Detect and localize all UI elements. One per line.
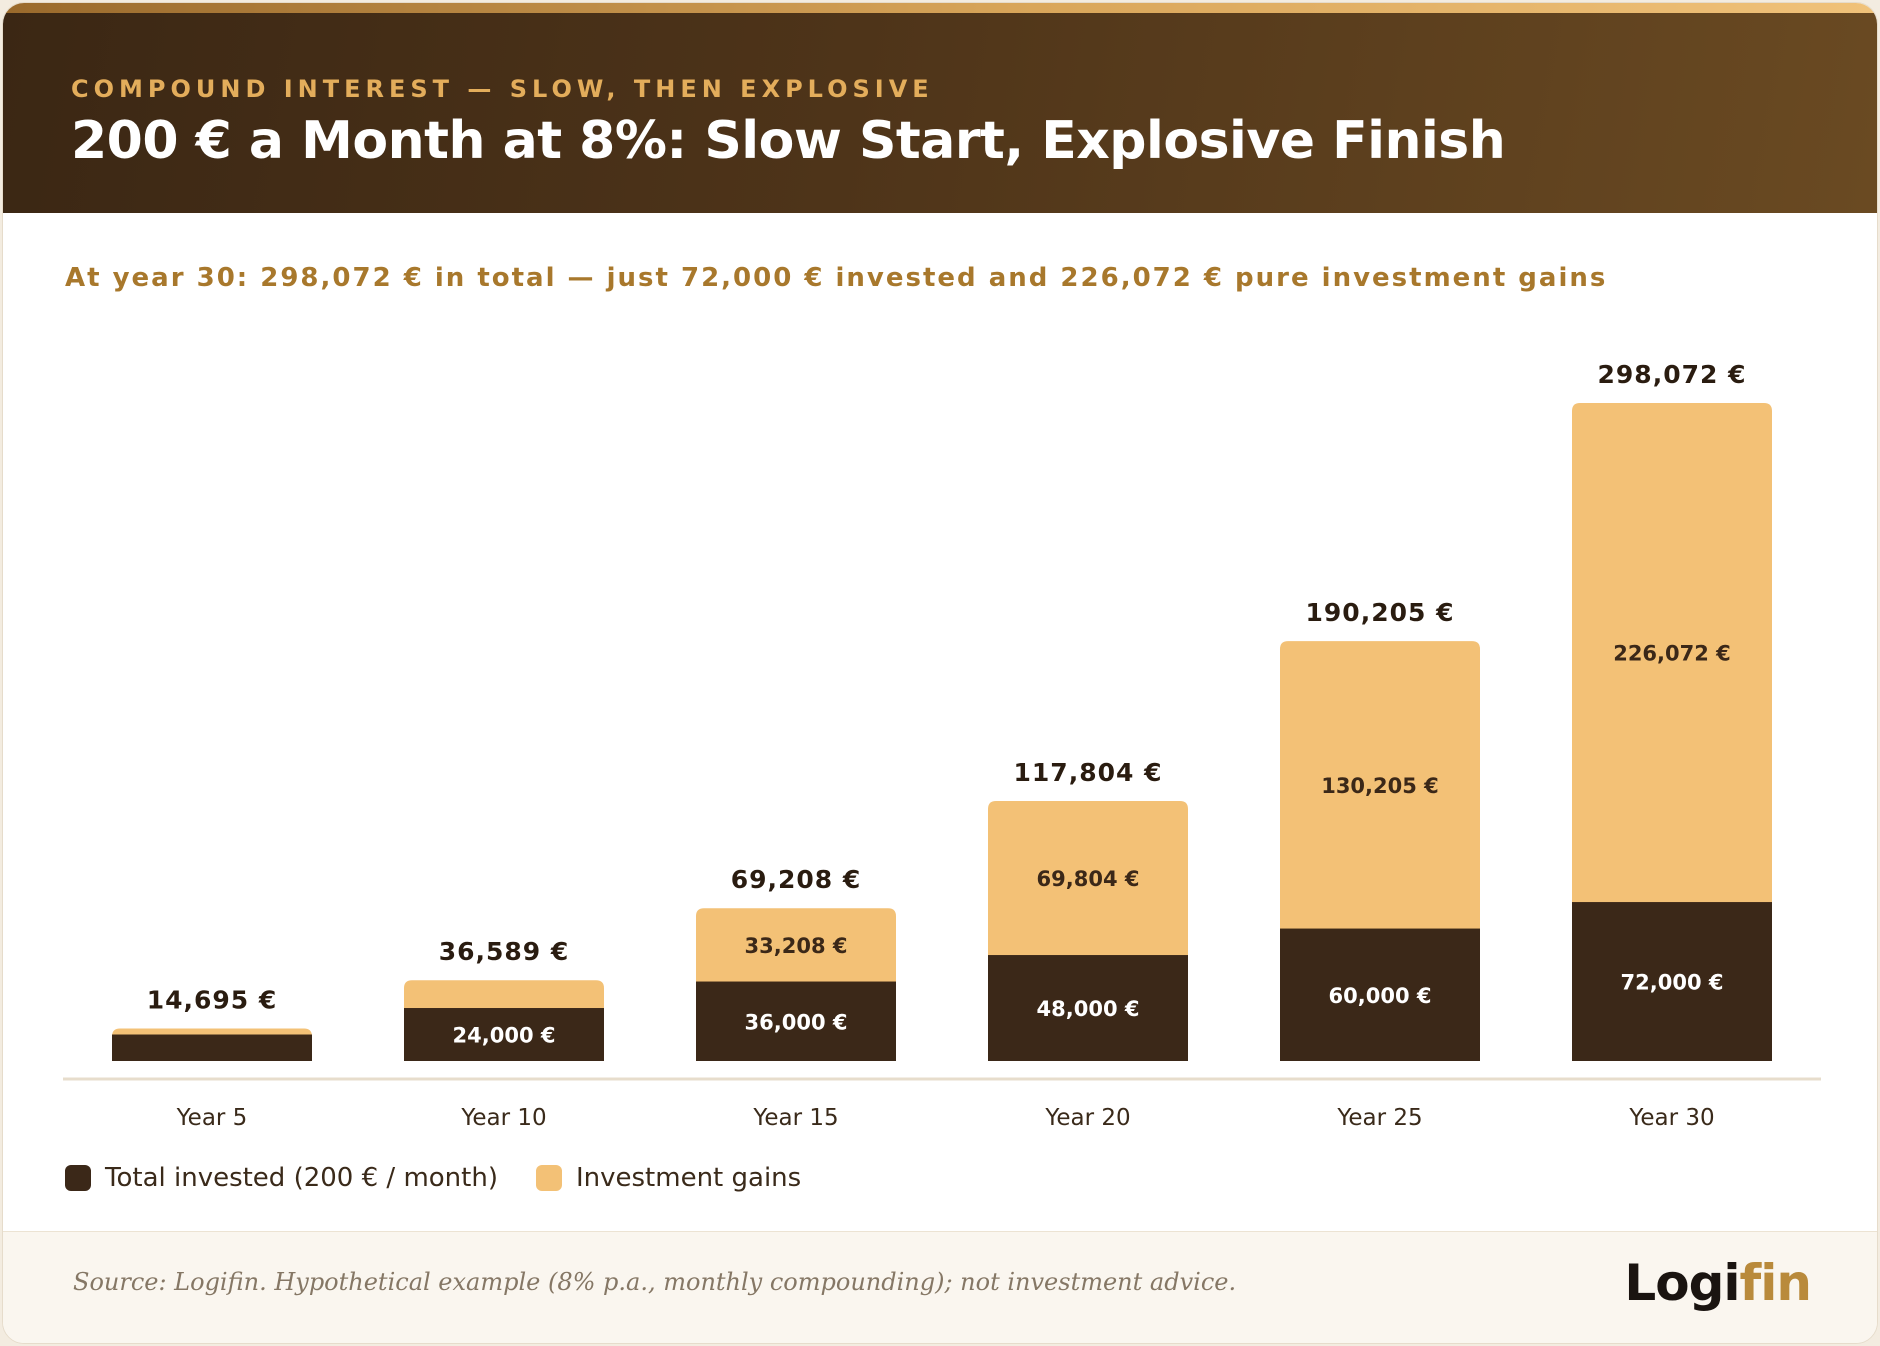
page-title: 200 € a Month at 8%: Slow Start, Explosi… xyxy=(71,111,1506,171)
x-tick-label-3: Year 15 xyxy=(752,1105,838,1131)
bar-gains-6 xyxy=(1572,403,1772,905)
label-invested-4: 48,000 € xyxy=(1037,997,1140,1021)
header: COMPOUND INTEREST — SLOW, THEN EXPLOSIVE… xyxy=(3,13,1877,213)
x-tick-label-2: Year 10 xyxy=(460,1105,546,1131)
x-tick-label-1: Year 5 xyxy=(176,1105,248,1131)
total-label-3: 69,208 € xyxy=(731,865,862,894)
bar-invested-5 xyxy=(1280,928,1480,1061)
bar-gains-2 xyxy=(404,980,604,1011)
x-tick-label-4: Year 20 xyxy=(1044,1105,1130,1131)
label-gains-3: 33,208 € xyxy=(745,934,848,958)
label-invested-3: 36,000 € xyxy=(745,1010,848,1034)
logo-part-2: fin xyxy=(1739,1254,1812,1312)
bar-invested-3 xyxy=(696,981,896,1061)
label-gains-4: 69,804 € xyxy=(1037,867,1140,891)
bar-gains-4 xyxy=(988,800,1188,958)
total-label-4: 117,804 € xyxy=(1014,758,1163,787)
label-gains-6: 226,072 € xyxy=(1613,642,1731,666)
legend-item-gains: Investment gains xyxy=(535,1163,802,1193)
legend-label-gains: Investment gains xyxy=(575,1163,802,1193)
bar-invested-6 xyxy=(1572,902,1772,1061)
total-label-2: 36,589 € xyxy=(439,937,570,966)
legend-item-invested: Total invested (200 € / month) xyxy=(65,1163,498,1193)
footer: Source: Logifin. Hypothetical example (8… xyxy=(3,1231,1877,1343)
logo-part-1: Logi xyxy=(1624,1254,1740,1312)
total-label-5: 190,205 € xyxy=(1306,598,1455,627)
bar-invested-1 xyxy=(112,1034,312,1061)
bar-invested-2 xyxy=(404,1008,604,1061)
legend-label-invested: Total invested (200 € / month) xyxy=(105,1163,498,1193)
total-label-1: 14,695 € xyxy=(147,986,278,1015)
legend-swatch-gains xyxy=(535,1165,562,1191)
total-label-6: 298,072 € xyxy=(1598,360,1747,389)
x-tick-label-5: Year 25 xyxy=(1336,1105,1422,1131)
legend-swatch-invested xyxy=(65,1165,91,1191)
legend: Total invested (200 € / month) Investmen… xyxy=(65,1163,801,1193)
accent-line xyxy=(3,3,1877,13)
label-invested-5: 60,000 € xyxy=(1329,984,1432,1008)
label-invested-6: 72,000 € xyxy=(1621,971,1724,995)
bar-invested-4 xyxy=(988,955,1188,1061)
label-gains-5: 130,205 € xyxy=(1321,774,1439,798)
brand-logo: Logifin xyxy=(1624,1254,1812,1312)
x-tick-label-6: Year 30 xyxy=(1628,1105,1714,1131)
bar-gains-3 xyxy=(696,908,896,984)
eyebrow: COMPOUND INTEREST — SLOW, THEN EXPLOSIVE xyxy=(71,75,934,103)
subtitle: At year 30: 298,072 € in total — just 72… xyxy=(65,263,1608,293)
label-invested-2: 24,000 € xyxy=(453,1024,556,1048)
stacked-bar-chart: 14,695 € Year 5 24,000 € 36,589 € Year 10 36,… xyxy=(63,360,1821,1131)
bar-gains-5 xyxy=(1280,641,1480,931)
source-note: Source: Logifin. Hypothetical example (8… xyxy=(73,1268,1237,1296)
